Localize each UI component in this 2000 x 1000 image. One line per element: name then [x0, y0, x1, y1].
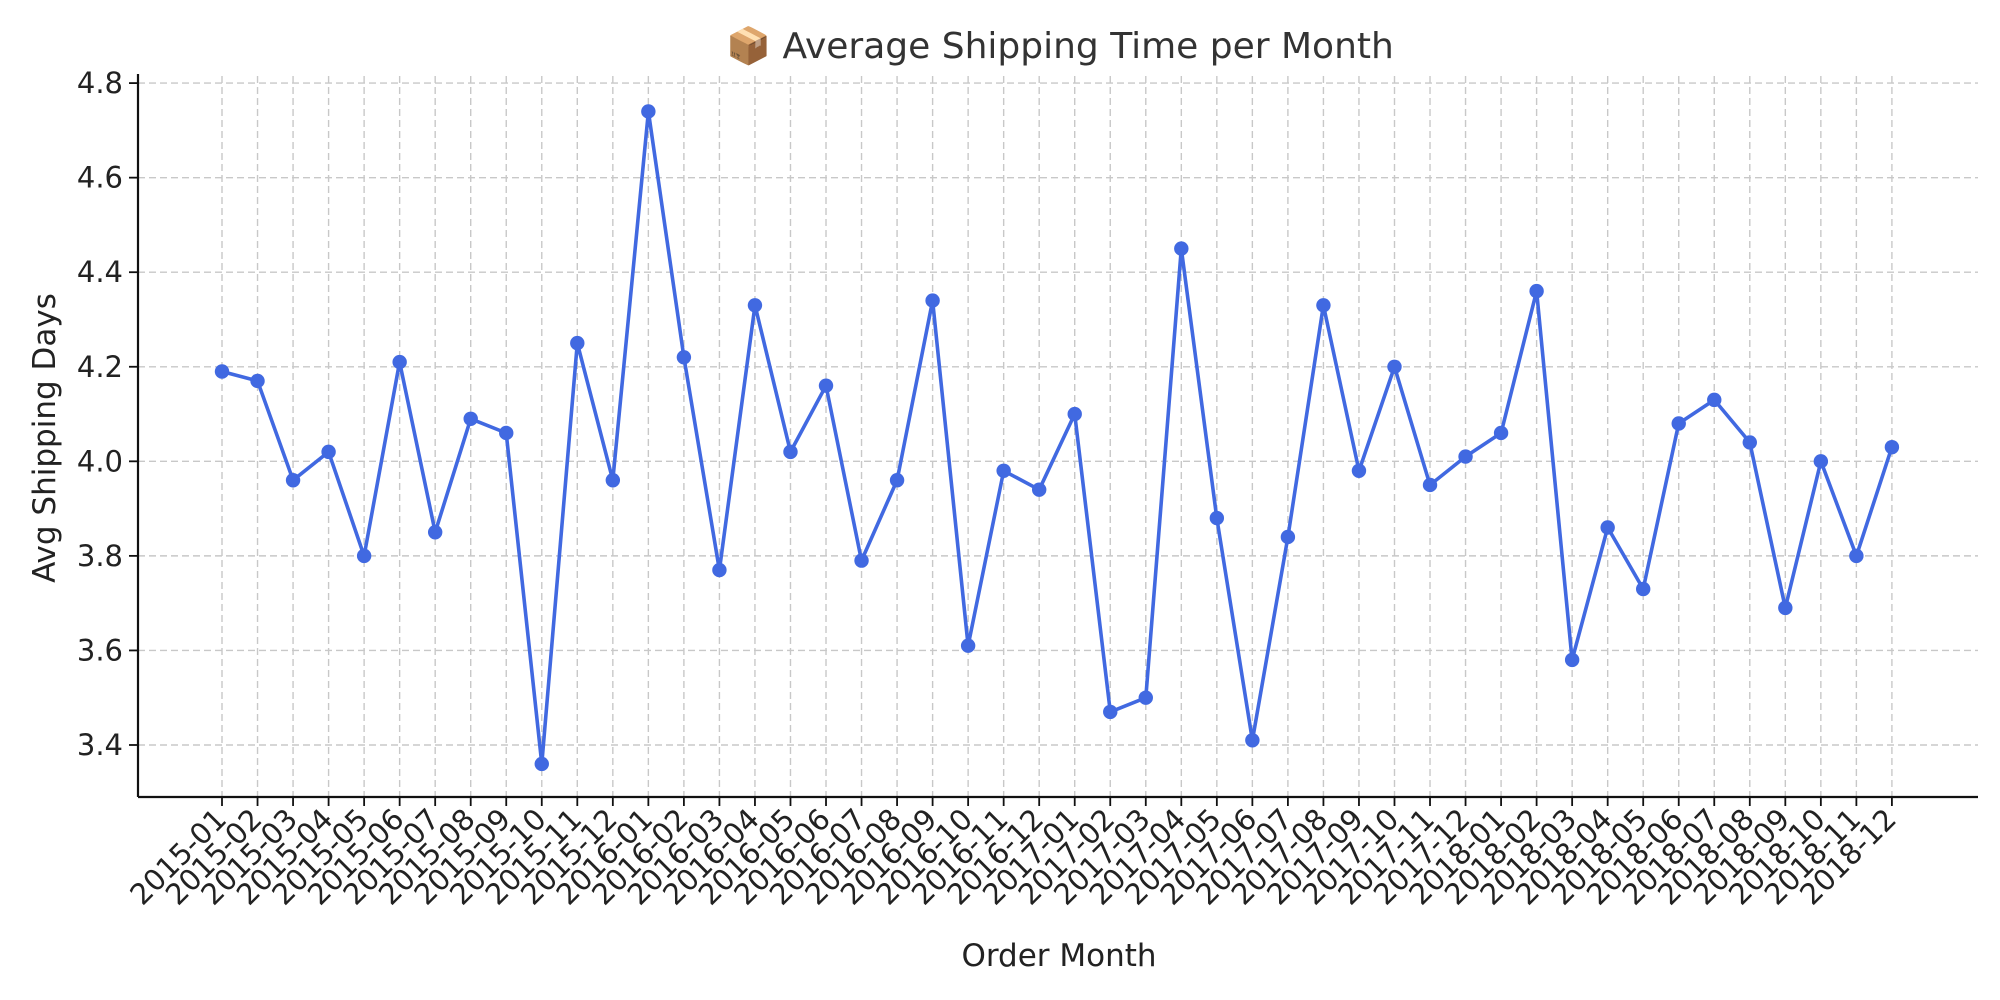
data-point: [463, 411, 478, 426]
data-point: [1493, 425, 1509, 441]
data-point: [427, 525, 443, 540]
data-point: [285, 473, 301, 488]
y-tick-label: 3.8: [77, 539, 123, 573]
data-point: [712, 562, 727, 578]
y-tick-label: 4.6: [77, 161, 123, 195]
data-point: [534, 756, 549, 772]
data-point: [321, 444, 336, 460]
x-axis-label: Order Month: [961, 938, 1156, 974]
axes: [136, 74, 1978, 799]
data-point: [250, 373, 265, 389]
data-point: [1778, 600, 1793, 616]
data-point: [499, 425, 514, 441]
data-point: [818, 378, 834, 393]
data-point: [1671, 416, 1686, 431]
data-point: [747, 298, 763, 313]
data-point: [1387, 359, 1402, 374]
data-point: [1351, 463, 1367, 478]
data-point: [1742, 435, 1757, 450]
data-point: [1103, 704, 1118, 720]
y-tick-label: 4.8: [77, 66, 123, 100]
x-axis-ticks: 2015-012015-022015-032015-042015-052015-…: [123, 797, 1903, 912]
data-point: [996, 463, 1011, 478]
data-point: [392, 354, 407, 370]
data-point: [854, 553, 869, 568]
data-point: [641, 104, 656, 119]
data-point: [1849, 548, 1864, 564]
data-point: [1813, 454, 1829, 469]
data-point: [925, 293, 940, 308]
y-tick-label: 3.6: [77, 633, 123, 667]
data-point: [1174, 241, 1189, 256]
data-point: [605, 473, 621, 488]
data-point: [570, 335, 585, 351]
data-point: [889, 473, 905, 488]
data-point: [1884, 439, 1900, 455]
data-point: [1458, 449, 1473, 464]
data-point: [214, 364, 230, 379]
data-point: [1031, 482, 1047, 497]
data-point: [1422, 477, 1438, 493]
data-point: [1529, 283, 1544, 299]
y-tick-label: 3.4: [77, 728, 123, 762]
y-axis-ticks: 3.4 3.6 3.8 4.0 4.2 4.4 4.6 4.8: [77, 66, 138, 762]
data-point: [356, 548, 372, 564]
data-point: [1316, 298, 1331, 313]
data-point: [1636, 581, 1651, 597]
y-axis-label: Avg Shipping Days: [27, 293, 63, 583]
y-tick-label: 4.0: [77, 444, 123, 478]
data-point: [676, 350, 692, 365]
chart-title: 📦 Average Shipping Time per Month: [726, 25, 1394, 67]
y-tick-label: 4.4: [77, 255, 123, 289]
data-point: [1138, 690, 1153, 705]
data-point: [1245, 733, 1260, 748]
data-point: [1067, 406, 1082, 422]
data-point: [1564, 652, 1580, 668]
data-point: [1707, 392, 1722, 408]
data-point: [1209, 510, 1225, 526]
data-point: [1280, 529, 1296, 545]
data-series: [214, 104, 1900, 772]
data-point: [783, 444, 798, 460]
data-point: [1600, 520, 1615, 535]
grid: [138, 76, 1978, 797]
data-point: [960, 638, 976, 653]
y-tick-label: 4.2: [77, 350, 123, 384]
series-line: [221, 109, 1894, 766]
